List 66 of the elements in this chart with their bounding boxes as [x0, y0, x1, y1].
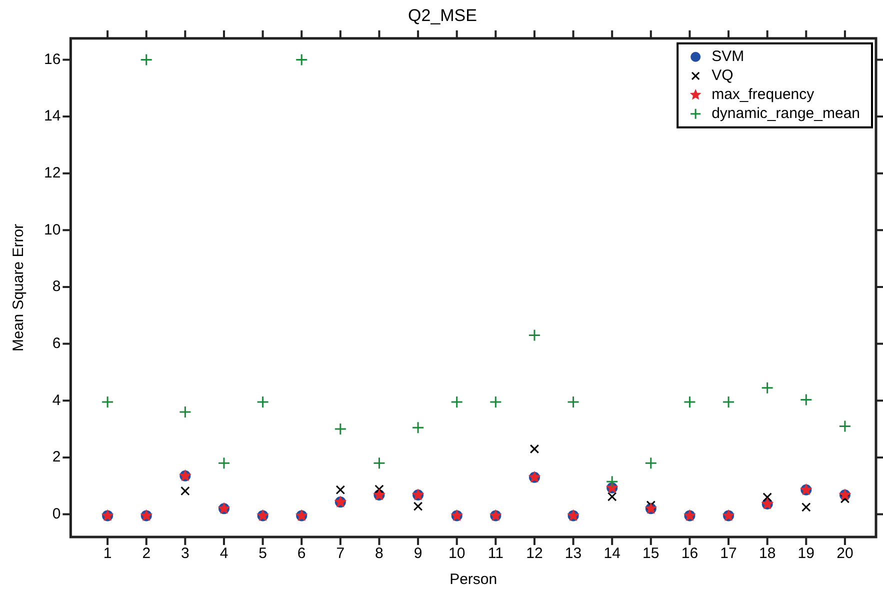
legend-label: max_frequency: [712, 86, 815, 104]
point: [336, 485, 346, 494]
x-tick-label: 19: [798, 545, 814, 562]
x-tick-label: 14: [604, 545, 620, 562]
x-tick-label: 7: [336, 545, 345, 562]
point: [256, 396, 270, 408]
point: [802, 502, 811, 512]
point: [606, 475, 618, 488]
x-tick-label: 18: [758, 545, 776, 562]
x-tick-label: 5: [258, 545, 267, 562]
y-axis-title: Mean Square Error: [10, 224, 28, 352]
point: [762, 492, 772, 502]
x-tick-label: 10: [448, 545, 466, 562]
legend-label: VQ: [712, 67, 734, 84]
point: [761, 382, 774, 394]
y-tick-label: 8: [52, 278, 61, 296]
y-tick-label: 0: [52, 505, 61, 522]
y-tick-label: 4: [52, 392, 61, 409]
point: [334, 422, 347, 436]
point: [295, 53, 308, 66]
point: [644, 456, 658, 470]
x-tick-label: 2: [142, 545, 151, 562]
legend-label: dynamic_range_mean: [712, 105, 860, 122]
y-tick-label: 6: [52, 334, 61, 352]
point: [178, 406, 192, 418]
point: [140, 53, 153, 66]
x-tick-label: 16: [681, 545, 698, 562]
point: [567, 396, 580, 408]
point: [450, 396, 464, 408]
x-tick-label: 13: [564, 545, 582, 562]
point: [101, 396, 114, 408]
x-tick-label: 15: [642, 545, 660, 562]
point: [800, 394, 812, 406]
point: [412, 421, 424, 434]
point: [413, 502, 423, 511]
x-tick-label: 11: [488, 545, 504, 562]
point: [180, 486, 190, 496]
point: [838, 420, 852, 432]
point: [722, 396, 735, 408]
point: [683, 396, 696, 408]
legend-label: SVM: [712, 48, 744, 66]
point: [646, 500, 656, 510]
chart-title: Q2_MSE: [408, 6, 477, 25]
x-tick-label: 17: [720, 545, 737, 562]
y-tick-label: 10: [44, 221, 61, 238]
y-tick-label: 14: [44, 108, 61, 125]
y-tick-label: 12: [44, 164, 61, 182]
x-tick-label: 1: [103, 545, 112, 562]
x-tick-label: 4: [220, 545, 228, 562]
x-tick-label: 12: [526, 545, 543, 562]
x-tick-label: 3: [181, 545, 190, 562]
x-axis-title: Person: [450, 571, 498, 588]
y-tick-label: 2: [52, 448, 61, 466]
point: [530, 444, 540, 454]
point: [374, 484, 384, 494]
x-tick-label: 9: [414, 545, 422, 562]
point: [528, 329, 541, 342]
point: [840, 494, 850, 504]
point: [218, 456, 230, 470]
x-tick-label: 8: [375, 545, 384, 562]
point: [489, 396, 502, 408]
y-tick-label: 16: [44, 50, 61, 68]
point: [372, 456, 386, 470]
x-tick-label: 20: [836, 545, 854, 562]
x-tick-label: 6: [297, 545, 306, 562]
point: [607, 492, 617, 502]
